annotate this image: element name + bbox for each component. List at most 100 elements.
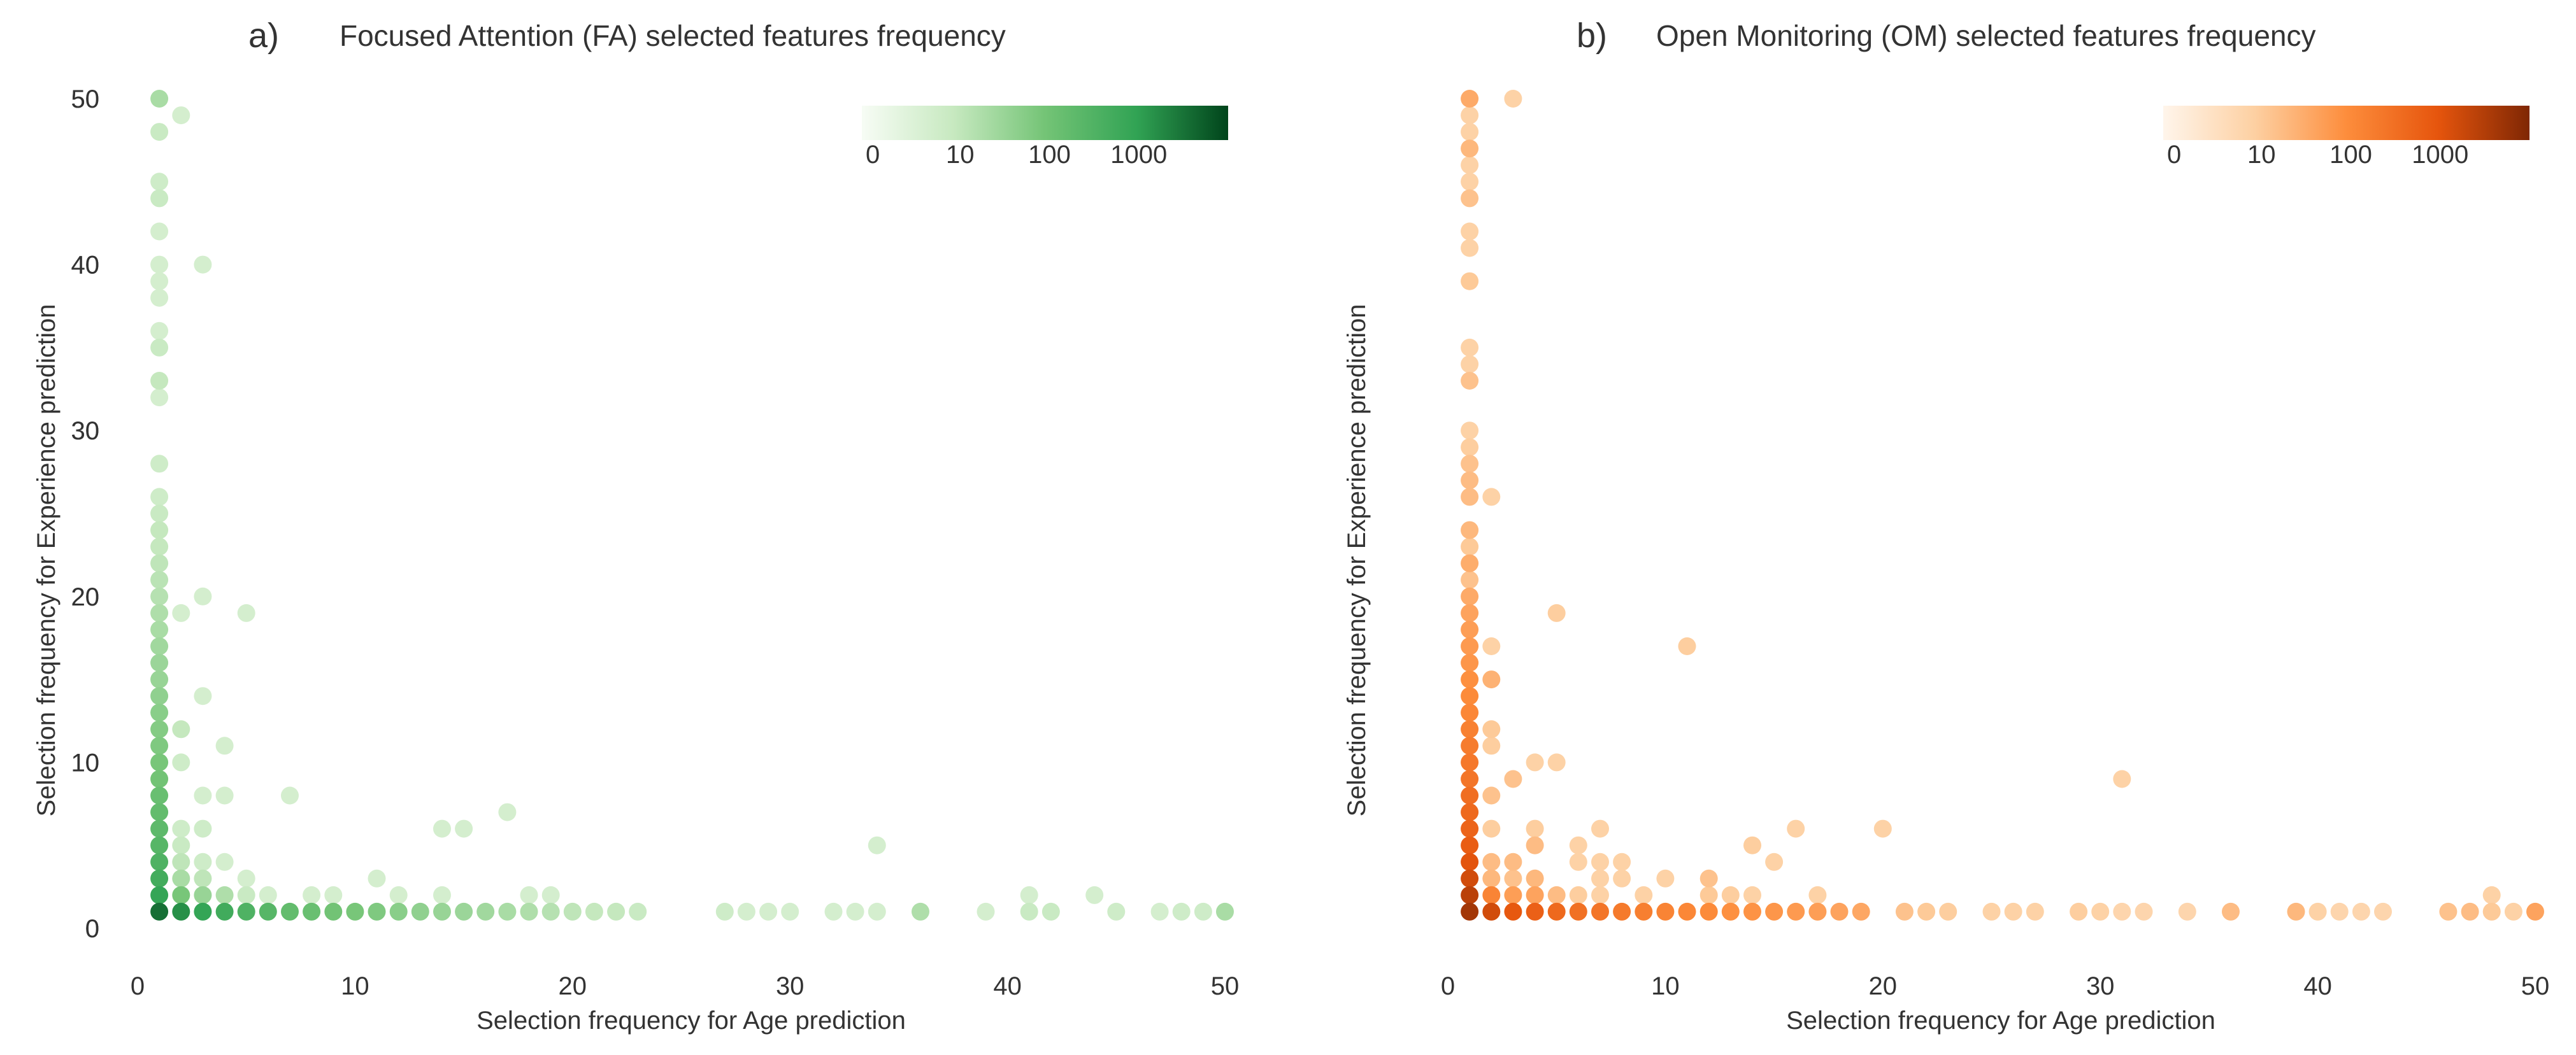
scatter-point — [237, 902, 255, 921]
x-tick-label: 40 — [2303, 972, 2332, 1000]
scatter-point — [1461, 886, 1479, 904]
scatter-point — [1461, 239, 1479, 257]
y-tick-label: 30 — [71, 417, 100, 445]
scatter-point — [1482, 853, 1501, 871]
scatter-point — [1699, 886, 1718, 904]
scatter-point — [2070, 902, 2088, 921]
scatter-point — [520, 902, 538, 921]
scatter-point — [1569, 853, 1587, 871]
scatter-point — [150, 372, 169, 390]
scatter-point — [1461, 620, 1479, 639]
scatter-point — [2504, 902, 2522, 921]
scatter-point — [1194, 902, 1212, 921]
scatter-point — [585, 902, 603, 921]
scatter-point — [2374, 902, 2392, 921]
scatter-point — [1656, 902, 1675, 921]
scatter-point — [433, 902, 451, 921]
scatter-point — [150, 604, 169, 622]
scatter-point — [150, 720, 169, 739]
scatter-point — [1765, 853, 1784, 871]
scatter-point — [1547, 902, 1566, 921]
scatter-point — [1172, 902, 1191, 921]
x-tick-label: 50 — [2521, 972, 2550, 1000]
scatter-point — [1787, 902, 1805, 921]
scatter-point — [1895, 902, 1914, 921]
scatter-point — [324, 886, 343, 904]
scatter-point — [1678, 902, 1696, 921]
colorbar-gradient — [2163, 106, 2529, 140]
scatter-point — [1482, 488, 1501, 506]
scatter-point — [1461, 803, 1479, 821]
scatter-point — [1917, 902, 1936, 921]
scatter-point — [150, 620, 169, 639]
scatter-point — [1461, 156, 1479, 174]
x-tick-label: 50 — [1211, 972, 1240, 1000]
scatter-point — [150, 737, 169, 755]
scatter-point — [1461, 753, 1479, 772]
scatter-point — [846, 902, 864, 921]
scatter-point — [1461, 222, 1479, 241]
panel-title: Focused Attention (FA) selected features… — [340, 19, 1006, 52]
x-tick-label: 0 — [1441, 972, 1455, 1000]
scatter-point — [1591, 886, 1609, 904]
scatter-point — [281, 902, 299, 921]
y-tick-label: 0 — [85, 915, 99, 943]
x-axis-label: Selection frequency for Age prediction — [476, 1007, 906, 1035]
scatter-point — [150, 853, 169, 871]
scatter-point — [1461, 704, 1479, 722]
scatter-point — [215, 786, 234, 805]
colorbar-ticks: 0 10 100 1000 — [2167, 141, 2468, 169]
scatter-point — [2026, 902, 2044, 921]
scatter-point — [1461, 587, 1479, 605]
scatter-point — [150, 654, 169, 672]
scatter-point — [2461, 902, 2479, 921]
scatter-point — [150, 836, 169, 854]
scatter-point — [237, 869, 255, 888]
scatter-point — [1461, 637, 1479, 655]
scatter-point — [1830, 902, 1849, 921]
scatter-point — [1787, 819, 1805, 838]
scatter-point — [150, 173, 169, 191]
scatter-point — [1526, 902, 1544, 921]
scatter-point — [194, 819, 212, 838]
scatter-point — [1461, 819, 1479, 838]
scatter-point — [150, 819, 169, 838]
scatter-point — [1873, 819, 1892, 838]
scatter-point — [1461, 737, 1479, 755]
scatter-point — [1547, 604, 1566, 622]
scatter-point — [1526, 819, 1544, 838]
scatter-point — [1041, 902, 1060, 921]
scatter-point — [498, 803, 517, 821]
panel-letter: b) — [1577, 17, 1607, 55]
scatter-point — [1461, 139, 1479, 158]
scatter-point — [150, 521, 169, 539]
x-tick-label: 40 — [993, 972, 1022, 1000]
scatter-point — [1461, 902, 1479, 921]
panel-letter: a) — [248, 17, 279, 55]
scatter-point — [912, 902, 929, 921]
scatter-point — [215, 886, 234, 904]
scatter-point — [1699, 902, 1718, 921]
scatter-point — [1547, 753, 1566, 772]
scatter-point — [1591, 869, 1609, 888]
scatter-point — [2178, 902, 2196, 921]
scatter-point — [172, 836, 190, 854]
scatter-point — [2113, 770, 2131, 788]
scatter-point — [541, 886, 560, 904]
scatter-point — [1461, 869, 1479, 888]
x-tick-label: 10 — [1651, 972, 1680, 1000]
scatter-point — [1085, 886, 1104, 904]
scatter-point — [368, 869, 386, 888]
panel-a: a) Focused Attention (FA) selected featu… — [32, 17, 1239, 1035]
scatter-point — [368, 902, 386, 921]
scatter-point — [150, 338, 169, 357]
colorbar-ticks: 0 10 100 1000 — [866, 141, 1167, 169]
colorbar: 0 10 100 1000 — [2163, 106, 2529, 169]
scatter-point — [150, 322, 169, 340]
scatter-point — [1613, 869, 1631, 888]
scatter-point — [1461, 106, 1479, 125]
scatter-point — [150, 637, 169, 655]
scatter-point — [977, 902, 995, 921]
scatter-point — [498, 902, 517, 921]
